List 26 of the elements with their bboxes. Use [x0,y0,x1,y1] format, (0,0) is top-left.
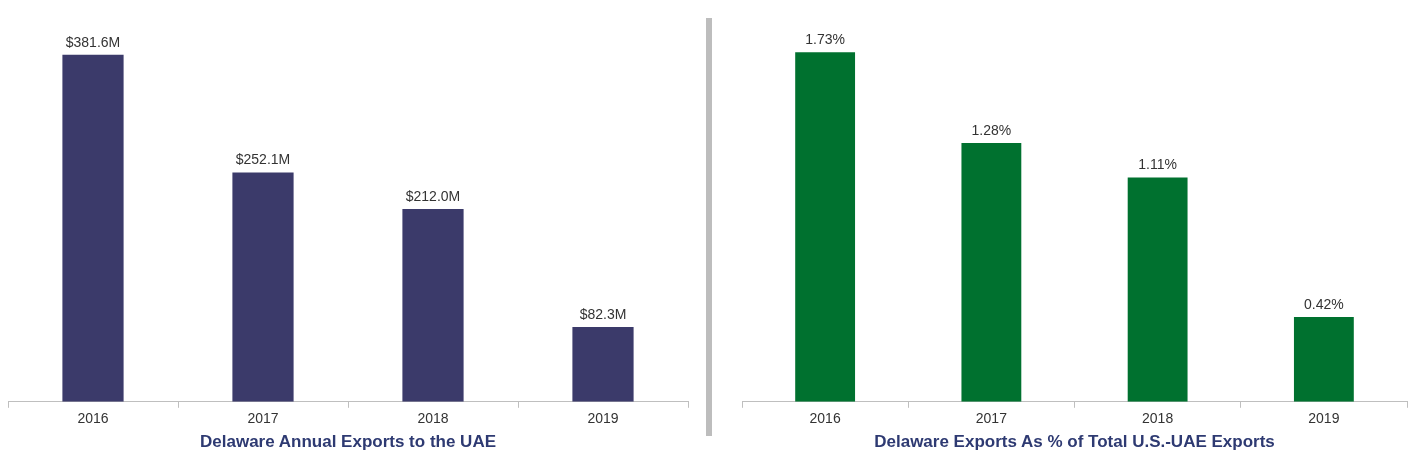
bar [232,172,294,402]
x-tick-label: 2017 [247,410,279,427]
data-label: $252.1M [235,151,291,168]
bar [961,143,1022,402]
data-label: 1.73% [805,31,845,48]
x-tick-label: 2016 [77,410,109,427]
data-label: $212.0M [405,187,461,204]
data-label: 0.42% [1304,295,1344,312]
x-tick-label: 2019 [1308,410,1340,427]
x-tick-label: 2016 [809,410,841,427]
text: Delaware Annual Exports to the UAE [200,432,496,452]
x-tick-label: 2018 [1142,410,1174,427]
x-tick-label: 2019 [587,410,619,427]
data-label: 1.28% [971,121,1012,138]
bar [572,326,634,402]
bar [795,52,856,402]
x-tick-label: 2018 [417,410,449,427]
text: Delaware Exports As % of Total U.S.-UAE Exports [874,432,1275,452]
bar [1293,316,1354,402]
bar [62,54,124,402]
bar [1127,177,1188,402]
data-label: $381.6M [65,33,121,50]
bar [402,208,464,402]
x-tick-label: 2017 [975,410,1008,427]
data-label: $82.3M [579,305,627,322]
data-label: 1.11% [1138,156,1177,173]
